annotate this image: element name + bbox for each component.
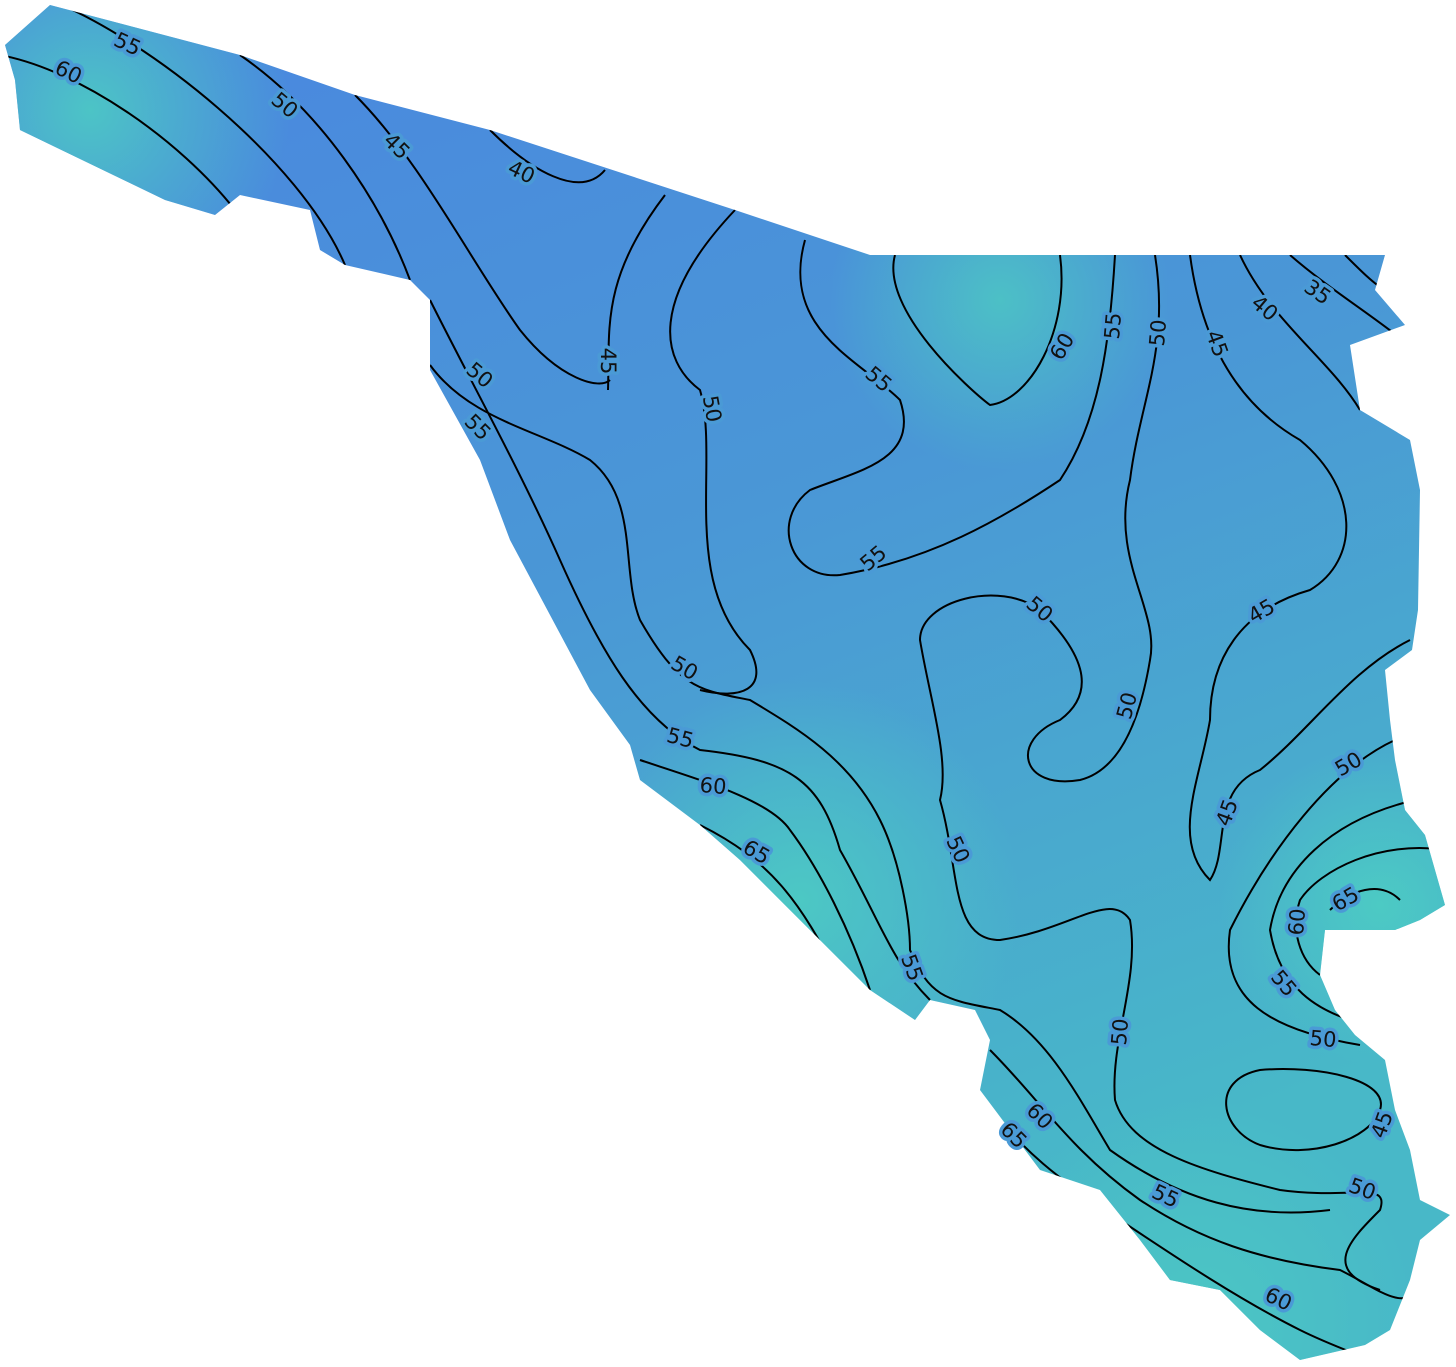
contour-label: 60 <box>1284 908 1310 937</box>
contour-label: 50 <box>1309 1026 1338 1052</box>
contour-label: 50 <box>1145 319 1171 348</box>
contour-label: 50 <box>1107 1018 1133 1047</box>
contour-label: 55 <box>1100 312 1126 341</box>
contour-label: 60 <box>699 773 728 799</box>
contour-label: 50 <box>698 394 726 424</box>
contour-label: 45 <box>596 348 620 375</box>
